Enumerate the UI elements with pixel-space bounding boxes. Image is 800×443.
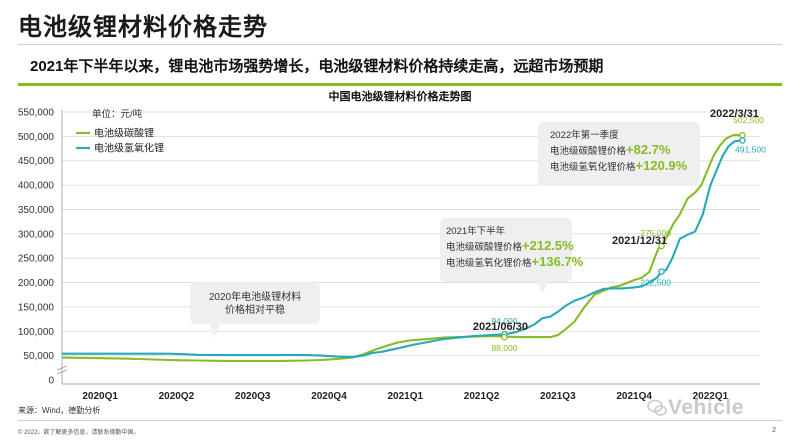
y-tick-label: 100,000	[18, 327, 55, 338]
data-point-marker	[739, 137, 746, 144]
legend-label: 电池级氢氧化锂	[94, 142, 164, 155]
copyright-note: © 2022。欲了解更多信息，请联系德勤中国。	[18, 430, 140, 436]
page-number: 2	[772, 427, 776, 434]
x-tick-label: 2021Q1	[387, 391, 423, 402]
series-line-hydroxide	[62, 139, 743, 359]
unit-label: 单位：元/吨	[92, 108, 143, 120]
title-divider	[18, 44, 782, 45]
data-label: 502,500	[733, 115, 764, 125]
callout-stat: 电池级碳酸锂价格+82.7%	[550, 142, 671, 157]
date-marker: 2021/12/31	[612, 235, 667, 247]
axis-break-mark	[56, 365, 68, 375]
data-label: 491,500	[735, 145, 766, 155]
callout-header: 2021年下半年	[446, 225, 506, 237]
x-tick-label: 2021Q4	[616, 391, 652, 402]
y-tick-label: 400,000	[18, 181, 55, 192]
callout-stat-label: 电池级碳酸锂价格	[446, 241, 523, 253]
callout-stat-value: +120.9%	[636, 158, 688, 173]
callout-stat: 电池级氢氧化锂价格+136.7%	[446, 254, 584, 269]
callout-stat-value: +82.7%	[626, 142, 671, 157]
wechat-icon	[647, 399, 667, 416]
y-tick-label: 300,000	[18, 229, 55, 240]
y-tick-label: 150,000	[18, 302, 55, 313]
callout-header: 2022年第一季度	[550, 129, 619, 141]
watermark-text: Vehicle	[668, 396, 744, 419]
page-title: 电池级锂材料价格走势	[18, 14, 268, 41]
source-note: 来源：Wind，德勤分析	[18, 406, 101, 415]
callout-text: 价格相对平稳	[225, 303, 285, 316]
x-tick-label: 2022Q1	[693, 391, 729, 402]
data-point-marker	[658, 242, 665, 250]
y-tick-label: 350,000	[18, 205, 55, 216]
y-tick-label: 500,000	[18, 132, 55, 143]
data-point-marker	[739, 131, 746, 139]
data-label: 222,500	[640, 278, 671, 288]
date-marker: 2021/06/30	[473, 321, 528, 333]
x-tick-label: 2020Q3	[235, 391, 271, 402]
callout-stat: 电池级碳酸锂价格+212.5%	[446, 238, 574, 253]
y-tick-label: 0	[48, 376, 54, 387]
date-marker: 2022/3/31	[710, 108, 759, 120]
callout-text: 2020年电池级锂材料	[209, 290, 301, 303]
y-tick-label: 200,000	[18, 278, 55, 289]
data-label: 275,000	[640, 228, 671, 238]
callout-stat-label: 电池级氢氧化锂价格	[446, 257, 532, 269]
y-tick-label: 450,000	[18, 156, 55, 167]
page-subtitle: 2021年下半年以来，锂电池市场强势增长，电池级锂材料价格持续走高，远超市场预期	[30, 58, 604, 75]
chart-title: 中国电池级锂材料价格走势图	[328, 91, 472, 103]
data-point-marker	[501, 333, 508, 341]
callout-stat: 电池级氢氧化锂价格+120.9%	[550, 158, 688, 173]
x-tick-label: 2020Q2	[159, 391, 195, 402]
data-label: 94,000	[491, 316, 517, 326]
legend-label: 电池级碳酸锂	[94, 127, 154, 140]
y-tick-label: 250,000	[18, 254, 55, 265]
footer-divider	[18, 420, 782, 421]
x-tick-label: 2020Q1	[82, 391, 118, 402]
callout-bubble	[440, 218, 572, 294]
x-tick-label: 2020Q4	[311, 391, 347, 402]
callout-stat-value: +136.7%	[532, 254, 584, 269]
x-tick-label: 2021Q2	[464, 391, 500, 402]
callout-stat-label: 电池级氢氧化锂价格	[550, 161, 636, 173]
callout-stat-label: 电池级碳酸锂价格	[550, 145, 627, 157]
data-point-marker	[658, 268, 665, 275]
callout-stat-value: +212.5%	[522, 238, 574, 253]
y-tick-label: 50,000	[23, 351, 54, 362]
y-tick-label: 550,000	[18, 108, 55, 119]
x-tick-label: 2021Q3	[540, 391, 576, 402]
data-label: 88,000	[491, 343, 517, 353]
accent-divider	[18, 83, 782, 86]
callout-bubble	[190, 282, 320, 338]
callout-bubble	[538, 122, 700, 186]
